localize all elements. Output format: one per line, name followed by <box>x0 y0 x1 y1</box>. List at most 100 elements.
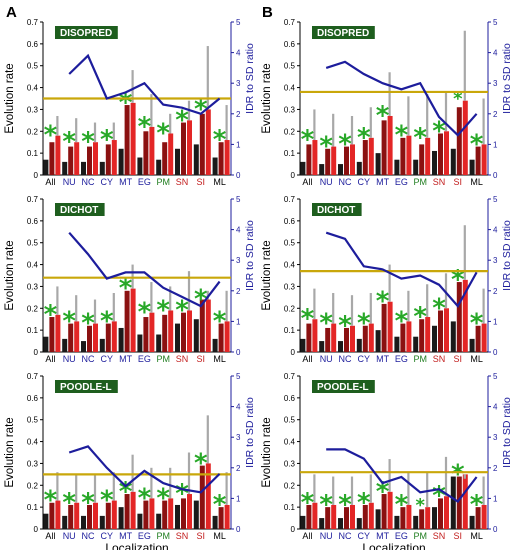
y-tick-label: 0.4 <box>284 84 296 93</box>
bar-black <box>212 515 218 529</box>
bar-black <box>81 515 86 529</box>
panel-title: POODLE-L <box>317 382 369 393</box>
y-tick-label: 0.5 <box>27 62 39 71</box>
bar-darkred <box>181 498 186 529</box>
ratio-series-line <box>325 231 478 308</box>
bar-red <box>368 502 374 529</box>
bar-black <box>338 164 343 175</box>
bar-darkred <box>162 142 168 175</box>
bar-red <box>224 321 230 352</box>
significance-star: * <box>395 121 409 151</box>
bar-red <box>406 504 412 529</box>
x-tick-label: MT <box>119 177 132 187</box>
x-tick-label: CY <box>358 177 371 187</box>
bar-black <box>137 157 143 175</box>
y-tick-label: 0 <box>34 171 39 180</box>
significance-star: * <box>319 132 333 162</box>
y-tick-label: 0.1 <box>284 326 296 335</box>
bar-red <box>444 496 449 529</box>
significance-star: * <box>301 488 315 518</box>
bar-red <box>205 463 211 529</box>
y2-tick-label: 0 <box>493 525 498 534</box>
x-tick-label: PM <box>156 531 170 541</box>
x-tick-label: All <box>302 354 312 364</box>
bar-red <box>93 502 98 529</box>
y2-tick-label: 3 <box>493 433 498 442</box>
significance-star: * <box>175 479 189 509</box>
bar-darkred <box>400 323 406 352</box>
y2-axis-title: IDR to SD ratio <box>501 43 513 114</box>
bar-darkred <box>218 142 224 175</box>
y2-tick-label: 5 <box>236 18 241 27</box>
y-tick-label: 0.1 <box>27 503 39 512</box>
y-tick-label: 0.2 <box>284 481 296 490</box>
x-tick-label: NC <box>339 354 352 364</box>
x-tick-label: SN <box>176 354 189 364</box>
bar-black <box>193 319 199 352</box>
x-tick-label: EG <box>395 354 408 364</box>
bar-red <box>312 319 318 352</box>
y2-tick-label: 2 <box>493 287 498 296</box>
y2-axis-title: IDR to SD ratio <box>244 220 256 291</box>
bar-red <box>481 504 487 529</box>
y2-axis-title: IDR to SD ratio <box>501 397 513 468</box>
ratio-series-line <box>68 53 221 116</box>
y2-tick-label: 3 <box>493 256 498 265</box>
bar-darkred <box>381 494 387 529</box>
y2-tick-label: 3 <box>236 256 241 265</box>
y-tick-label: 0.4 <box>27 261 39 270</box>
significance-star: * <box>62 306 76 336</box>
y2-tick-label: 5 <box>236 195 241 204</box>
bar-red <box>111 500 117 529</box>
significance-star: * <box>395 490 409 520</box>
ratio-series-line <box>68 445 221 494</box>
y2-tick-label: 0 <box>493 171 498 180</box>
bar-black <box>137 513 143 529</box>
y-tick-label: 0.6 <box>284 40 296 49</box>
y2-tick-label: 2 <box>493 464 498 473</box>
y2-tick-label: 4 <box>236 403 241 412</box>
y-tick-label: 0.1 <box>284 503 296 512</box>
bar-darkred <box>362 325 368 352</box>
y2-tick-label: 0 <box>493 348 498 357</box>
bar-darkred <box>400 137 406 175</box>
panel-title: DICHOT <box>317 205 355 216</box>
bar-red <box>368 323 374 352</box>
bar-red <box>331 146 337 175</box>
bar-darkred <box>124 105 130 175</box>
chart-panel-b-poodle-l: 0 0.1 0.2 0.3 0.4 0.5 0.6 0.7 0 1 2 3 4 5 Evolution ra… <box>261 372 513 550</box>
bar-red <box>187 310 192 352</box>
x-tick-label: EG <box>138 531 151 541</box>
bar-darkred <box>475 507 481 529</box>
bar-black <box>118 507 124 529</box>
y-tick-label: 0.5 <box>27 416 39 425</box>
bar-black <box>394 336 400 352</box>
bar-darkred <box>419 509 425 529</box>
panel-column-label: A <box>6 4 17 21</box>
bar-black <box>375 509 381 529</box>
y-tick-label: 0.4 <box>284 261 296 270</box>
x-tick-label: PM <box>156 177 170 187</box>
significance-star: * <box>357 488 371 518</box>
bar-red <box>74 321 80 352</box>
bar-darkred <box>362 504 368 529</box>
panel-title-box <box>312 26 375 39</box>
y-tick-label: 0 <box>291 348 296 357</box>
significance-star: * <box>301 125 315 155</box>
bar-darkred <box>419 319 425 352</box>
x-tick-label: NC <box>82 177 95 187</box>
bar-darkred <box>438 310 443 352</box>
significance-star: * <box>138 298 152 328</box>
y-tick-label: 0.3 <box>27 282 39 291</box>
y2-tick-label: 0 <box>236 525 241 534</box>
bar-black <box>413 336 419 352</box>
bar-red <box>149 126 155 175</box>
y-tick-label: 0.5 <box>284 416 296 425</box>
x-tick-label: SI <box>454 177 463 187</box>
bar-darkred <box>143 317 149 352</box>
bar-black <box>137 334 143 352</box>
y2-tick-label: 5 <box>236 372 241 381</box>
bar-darkred <box>49 142 55 175</box>
significance-star: * <box>453 89 463 110</box>
panel-title-box <box>312 380 375 393</box>
